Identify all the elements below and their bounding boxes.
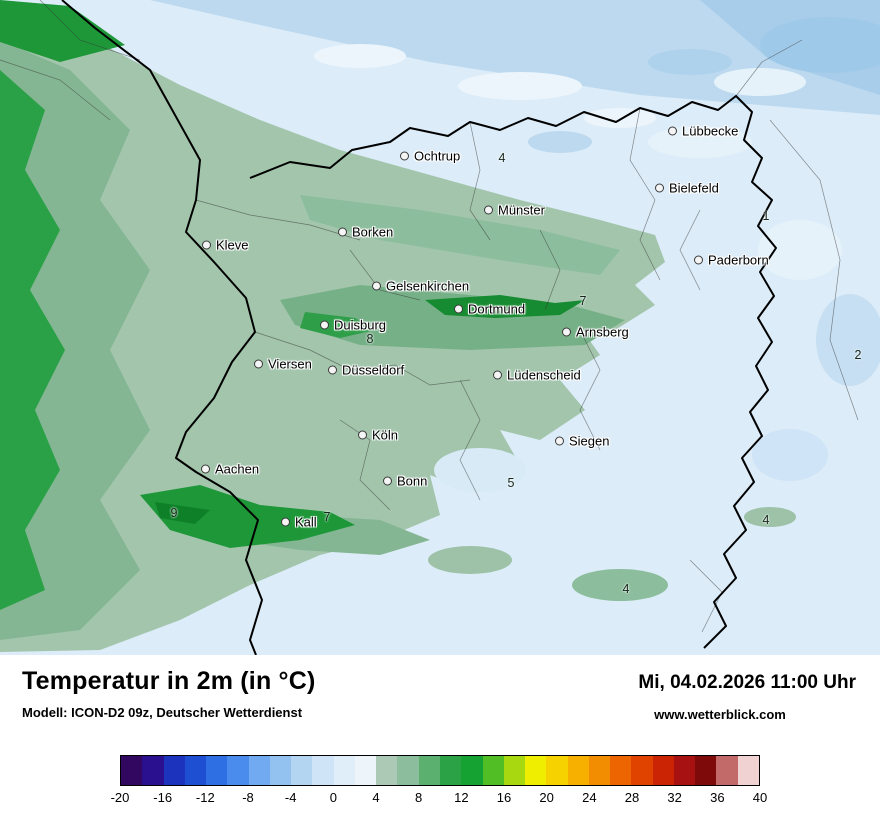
legend-color-segment bbox=[291, 756, 313, 785]
legend-color-segment bbox=[695, 756, 717, 785]
legend-tick-label: 40 bbox=[752, 790, 768, 805]
legend-color-segment bbox=[333, 756, 355, 785]
legend-color-segment bbox=[397, 756, 419, 785]
legend-color-segment bbox=[312, 756, 334, 785]
legend-color-segment bbox=[248, 756, 270, 785]
legend-tick-label: -16 bbox=[153, 790, 173, 805]
legend-color-segment bbox=[588, 756, 611, 785]
temperature-map-graphic bbox=[0, 0, 880, 655]
legend-color-segment bbox=[631, 756, 653, 785]
page-title: Temperatur in 2m (in °C) bbox=[22, 667, 316, 695]
legend-color-segment bbox=[716, 756, 738, 785]
legend-tick-label: 4 bbox=[372, 790, 380, 805]
legend-color-segment bbox=[206, 756, 228, 785]
legend-color-segment bbox=[184, 756, 207, 785]
legend-tick-label: 32 bbox=[667, 790, 682, 805]
temperature-legend: -20 -16 -12 -8 -4 0 4 8 12 16 20 24 28 32 36 40 bbox=[111, 755, 768, 808]
legend-tick-label: 16 bbox=[496, 790, 512, 805]
map-area: Lübbecke Bielefeld Ochtrup Münster Paderborn… bbox=[0, 0, 880, 655]
legend-tick-label: -20 bbox=[110, 790, 130, 805]
legend-tick-label: -12 bbox=[195, 790, 215, 805]
legend-color-segment bbox=[269, 756, 292, 785]
legend-color-segment bbox=[525, 756, 547, 785]
legend-color-segment bbox=[503, 756, 526, 785]
legend-color-segment bbox=[546, 756, 568, 785]
legend-color-segment bbox=[482, 756, 504, 785]
legend-colorbar bbox=[120, 755, 760, 786]
legend-ticks: -20 -16 -12 -8 -4 0 4 8 12 16 20 24 28 32 36 40 bbox=[111, 790, 768, 808]
footer: Temperatur in 2m (in °C) Mi, 04.02.2026 … bbox=[0, 655, 880, 830]
legend-tick-label: -4 bbox=[284, 790, 297, 805]
legend-color-segment bbox=[652, 756, 674, 785]
website-url: www.wetterblick.com bbox=[654, 707, 786, 722]
legend-color-segment bbox=[354, 756, 377, 785]
legend-color-segment bbox=[142, 756, 164, 785]
legend-tick-label: 0 bbox=[329, 790, 337, 805]
model-info: Modell: ICON-D2 09z, Deutscher Wetterdie… bbox=[22, 705, 303, 720]
legend-color-segment bbox=[418, 756, 440, 785]
legend-tick-label: 8 bbox=[415, 790, 423, 805]
legend-tick-label: 20 bbox=[539, 790, 554, 805]
legend-color-segment bbox=[439, 756, 462, 785]
legend-tick-label: 24 bbox=[582, 790, 597, 805]
forecast-datetime: Mi, 04.02.2026 11:00 Uhr bbox=[638, 672, 856, 693]
legend-tick-label: -8 bbox=[242, 790, 254, 805]
legend-tick-label: 12 bbox=[454, 790, 469, 805]
legend-color-segment bbox=[376, 756, 398, 785]
legend-tick-label: 36 bbox=[710, 790, 725, 805]
legend-color-segment bbox=[163, 756, 185, 785]
legend-color-segment bbox=[737, 756, 759, 785]
legend-color-segment bbox=[461, 756, 483, 785]
legend-color-segment bbox=[567, 756, 589, 785]
legend-color-segment bbox=[121, 756, 143, 785]
legend-color-segment bbox=[610, 756, 632, 785]
legend-color-segment bbox=[673, 756, 696, 785]
legend-tick-label: 28 bbox=[624, 790, 640, 805]
legend-color-segment bbox=[227, 756, 249, 785]
